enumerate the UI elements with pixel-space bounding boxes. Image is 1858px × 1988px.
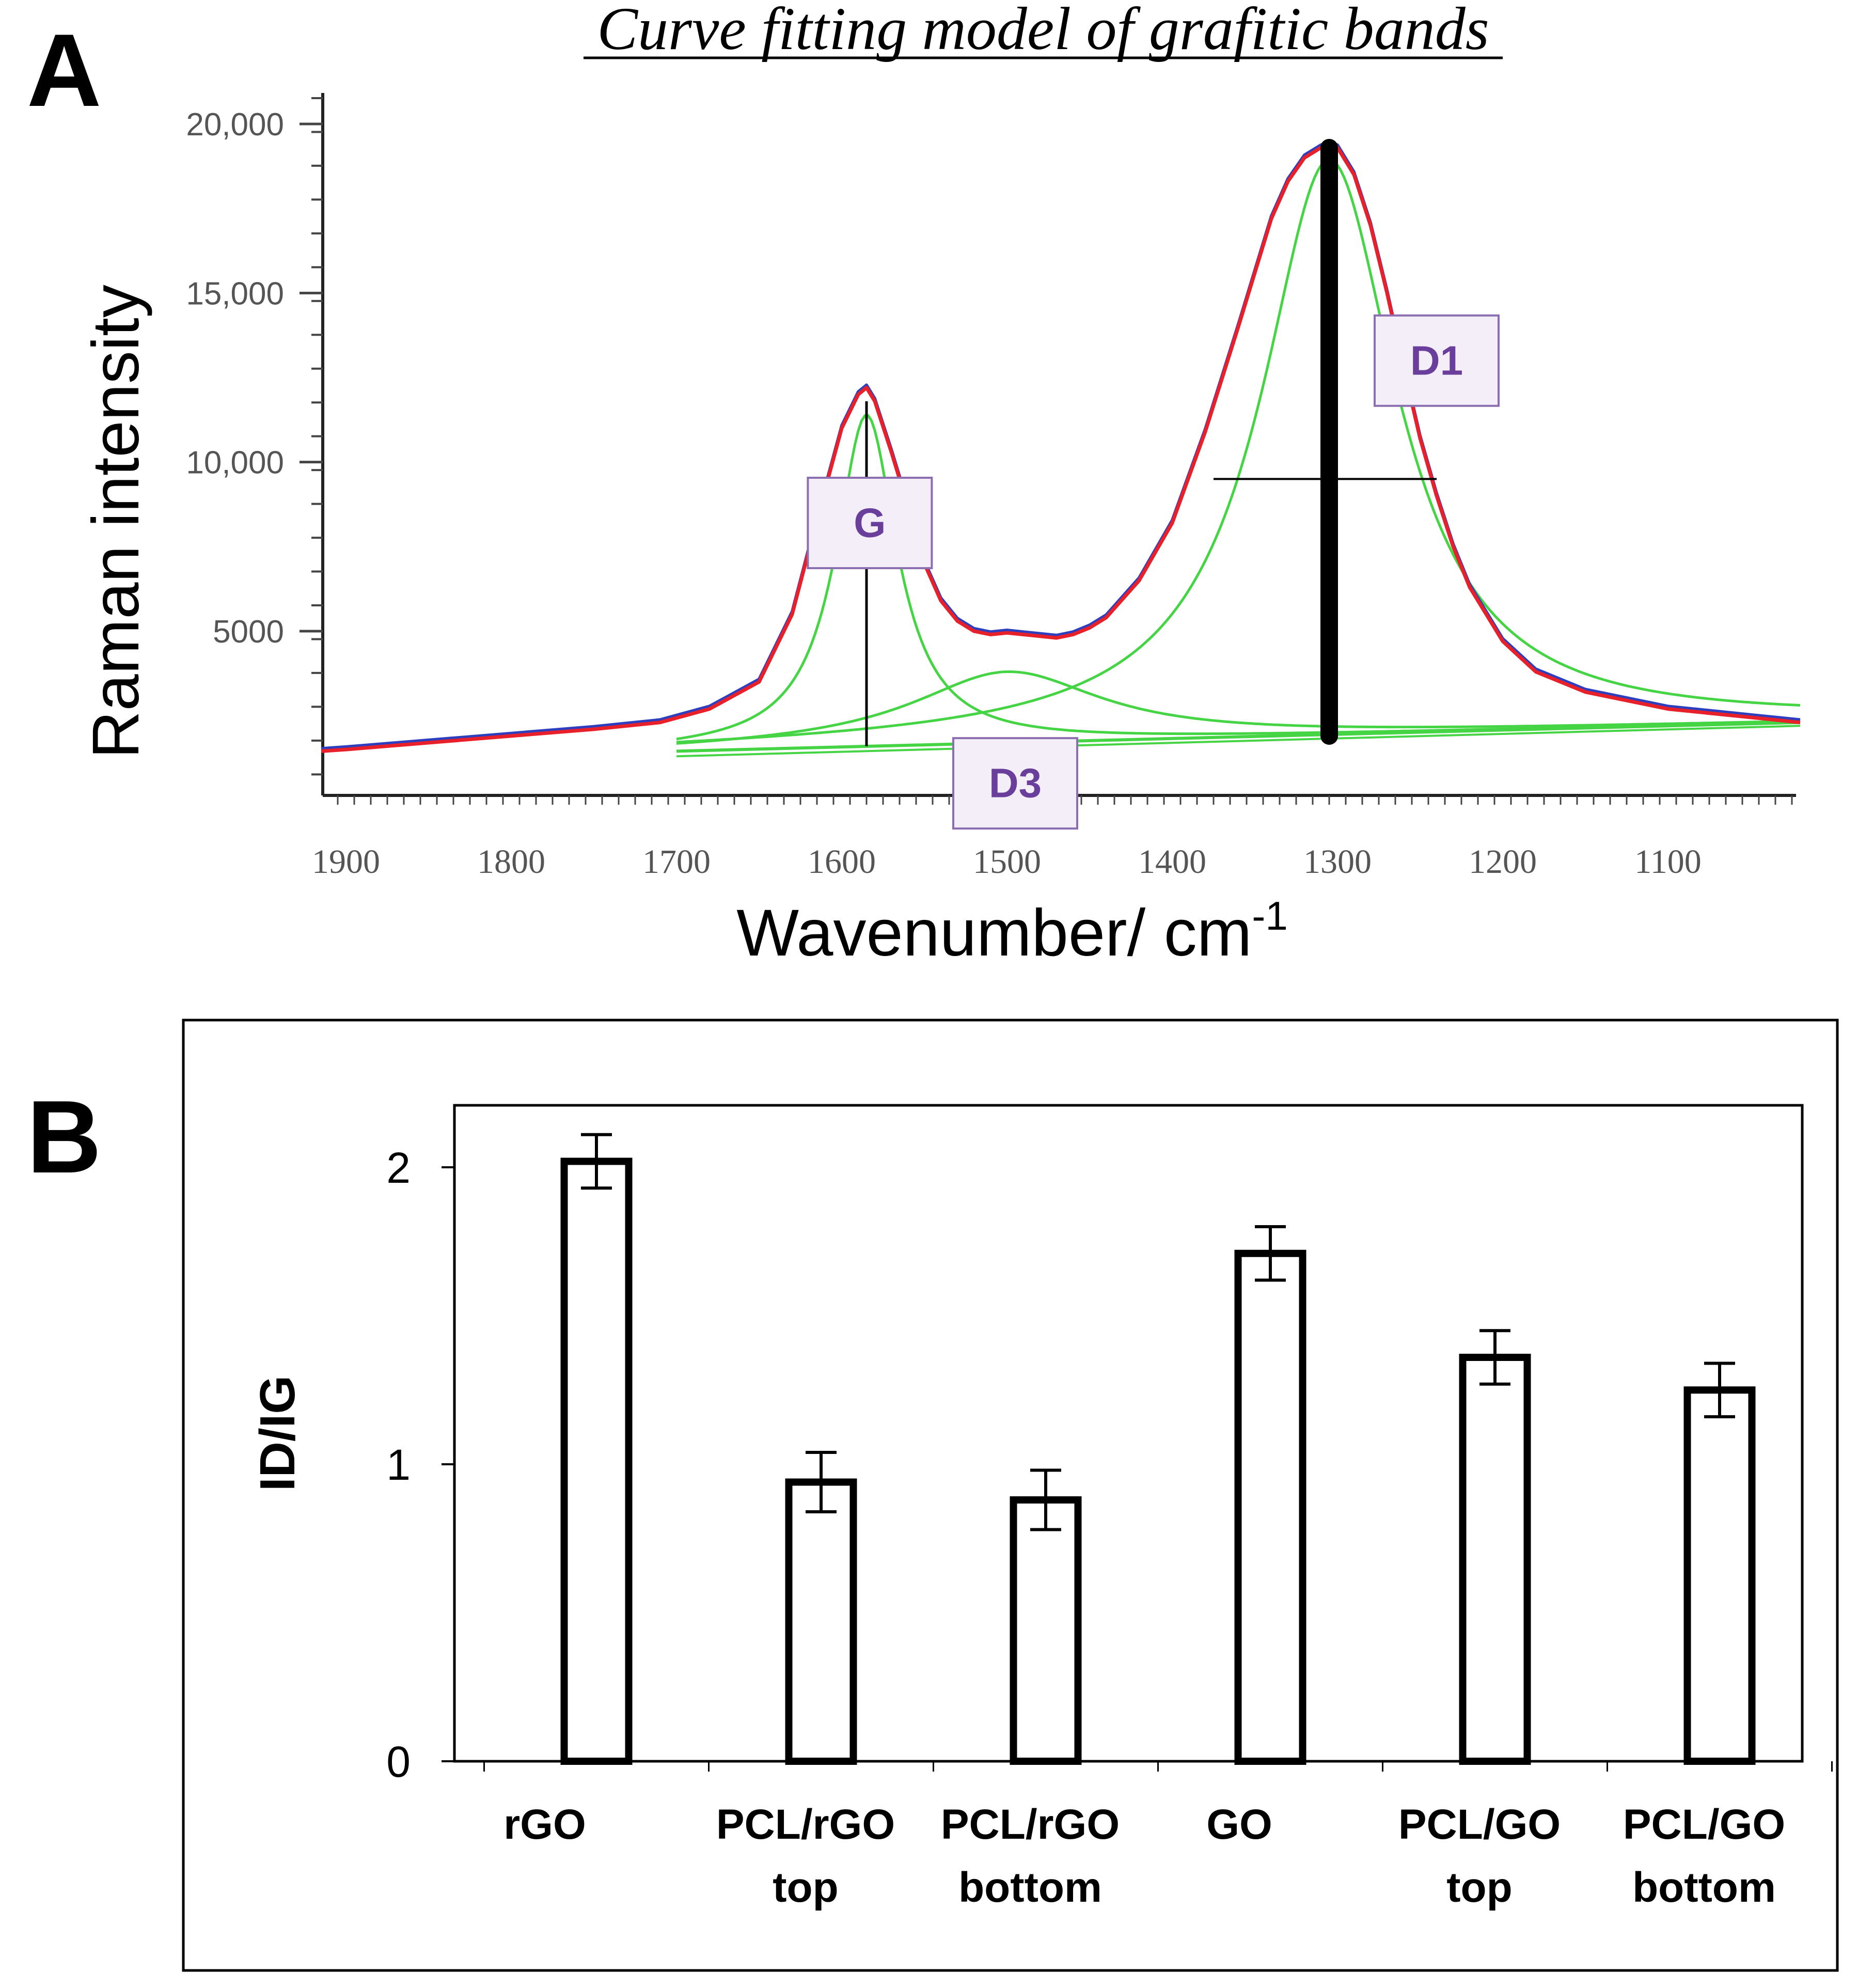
chart-a-markers [865,138,1437,746]
chart-b-category-labels: rGO PCL/rGO top PCL/rGO bottom GO PCL/GO top PCL… [503,1801,1785,1911]
x-tick-label: 1100 [1634,843,1702,881]
band-label-box [807,477,933,570]
band-label-d1: D1 [1410,337,1463,383]
y-tick-label: 20,000 [186,107,284,143]
chart-a-curves [321,140,1801,753]
chart-b-ylabel: ID/IG [250,1375,305,1491]
bar [1459,1354,1531,1765]
chart-a-xlabel-superscript: -1 [1252,893,1287,938]
panel-a: A Curve fitting model of grafitic bands … [27,0,1801,970]
category-label: rGO [503,1801,586,1848]
bar [1010,1496,1082,1765]
band-label-g: G [854,500,886,546]
chart-b-bars [560,1157,1756,1765]
category-label: GO [1206,1801,1272,1848]
y-tick-label: 15,000 [186,276,284,311]
chart-b-outer-border [182,1019,1839,1972]
panel-a-label: A [27,13,101,128]
category-label: PCL/rGO [716,1801,895,1848]
chart-b-y-ticks: 0 1 2 [386,1144,454,1786]
x-tick-label: 1700 [642,843,711,881]
chart-a-y-ticks: 5000 10,000 15,000 20,000 [186,97,323,776]
category-label: PCL/GO [1623,1801,1785,1848]
category-label: top [773,1864,838,1911]
chart-a-xlabel: Wavenumber/ cm-1 [736,893,1288,970]
chart-a-xlabel-main: Wavenumber/ cm [736,896,1252,970]
baseline-line-lower [676,725,1801,758]
band-label-d3: D3 [989,760,1042,806]
panel-b-label: B [27,1079,101,1195]
fitted-band-g [676,414,1801,741]
chart-b-x-ticks [483,1761,1833,1772]
y-tick-label: 5000 [213,614,284,650]
chart-a-fitted-bands [676,158,1801,758]
band-label-box [1374,314,1500,407]
x-tick-label: 1500 [973,843,1041,881]
chart-b-plot-frame [453,1104,1804,1763]
category-label: bottom [1632,1864,1776,1911]
measured-spectrum-line [321,142,1801,753]
fitted-envelope-line [321,140,1801,750]
category-label: bottom [958,1864,1102,1911]
bar [1683,1386,1756,1765]
y-tick-label: 2 [386,1144,411,1192]
y-tick-label: 10,000 [186,445,284,481]
band-label-box [952,737,1078,830]
chart-a-band-labels: G D3 D1 [807,314,1500,830]
x-tick-label: 1200 [1469,843,1537,881]
x-tick-label: 1400 [1138,843,1206,881]
fitted-band-d3 [676,670,1801,745]
bar [785,1478,857,1765]
category-label: PCL/GO [1398,1801,1561,1848]
y-tick-label: 0 [386,1737,411,1786]
fitted-band-d1 [676,158,1801,744]
x-tick-label: 1300 [1303,843,1372,881]
chart-a-ylabel: Raman intensity [79,285,153,759]
x-tick-label: 1600 [808,843,876,881]
chart-a-title: Curve fitting model of grafitic bands [597,0,1489,62]
chart-b-error-bars [581,1133,1735,1531]
x-tick-label: 1900 [312,843,380,881]
bar [1234,1249,1306,1765]
baseline-line [676,721,1801,753]
category-label: top [1446,1864,1512,1911]
panel-b: B ID/IG 0 1 2 rGO PCL/rGO top PCL/rGO bottom GO… [27,1019,1839,1972]
category-label: PCL/rGO [941,1801,1120,1848]
chart-a-x-ticks: 1900 1800 1700 1600 1500 1400 1300 1200 1100 [312,795,1793,881]
x-tick-label: 1800 [477,843,545,881]
bar [560,1157,633,1765]
y-tick-label: 1 [386,1441,411,1489]
